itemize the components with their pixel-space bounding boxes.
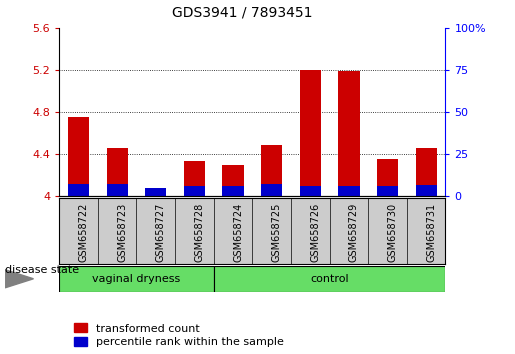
Bar: [68, 184, 89, 196]
Bar: [184, 161, 205, 196]
Text: disease state: disease state: [5, 265, 79, 275]
Text: GSM658722: GSM658722: [78, 203, 89, 262]
Bar: [300, 70, 321, 196]
Bar: [68, 116, 89, 196]
Text: GSM658728: GSM658728: [194, 203, 204, 262]
Legend: transformed count, percentile rank within the sample: transformed count, percentile rank withi…: [73, 322, 285, 348]
Text: GDS3941 / 7893451: GDS3941 / 7893451: [172, 5, 312, 19]
Text: GSM658724: GSM658724: [233, 203, 243, 262]
Bar: [214, 266, 445, 292]
Text: GSM658730: GSM658730: [388, 203, 398, 262]
Text: GSM658723: GSM658723: [117, 203, 127, 262]
Bar: [338, 72, 359, 196]
Bar: [377, 186, 398, 196]
Bar: [377, 159, 398, 196]
Text: control: control: [310, 274, 349, 284]
Text: vaginal dryness: vaginal dryness: [92, 274, 181, 284]
Bar: [145, 188, 166, 196]
Text: GSM658729: GSM658729: [349, 203, 359, 262]
Bar: [107, 184, 128, 196]
Text: GSM658731: GSM658731: [426, 203, 436, 262]
Bar: [261, 184, 282, 196]
Text: GSM658727: GSM658727: [156, 203, 166, 262]
Bar: [107, 148, 128, 196]
Bar: [222, 165, 244, 196]
Text: GSM658726: GSM658726: [310, 203, 320, 262]
Bar: [416, 185, 437, 196]
Bar: [261, 145, 282, 196]
Text: GSM658725: GSM658725: [272, 203, 282, 262]
Bar: [184, 186, 205, 196]
Bar: [300, 186, 321, 196]
Bar: [145, 190, 166, 196]
Bar: [222, 186, 244, 196]
Bar: [416, 148, 437, 196]
Bar: [59, 266, 214, 292]
Bar: [338, 186, 359, 196]
Polygon shape: [5, 270, 33, 288]
